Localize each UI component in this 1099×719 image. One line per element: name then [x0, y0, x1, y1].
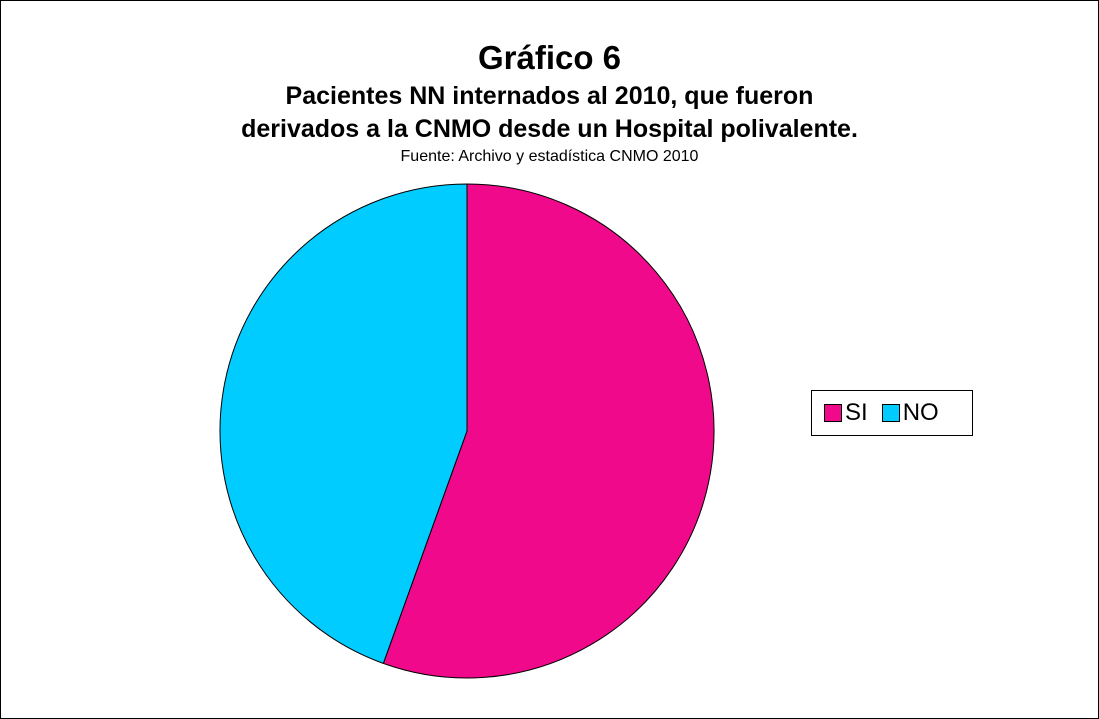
legend-item-no: NO: [881, 399, 939, 427]
legend-label-si: SI: [845, 399, 868, 426]
chart-subtitle-line-2: derivados a la CNMO desde un Hospital po…: [241, 115, 858, 143]
legend-label-no: NO: [902, 399, 939, 426]
chart-title: Gráfico 6: [477, 39, 622, 76]
chart-legend: SI NO: [811, 390, 973, 436]
legend-swatch-no: [881, 404, 900, 422]
chart-source: Fuente: Archivo y estadística CNMO 2010: [400, 148, 699, 165]
legend-swatch-si: [824, 404, 842, 422]
pie-slice-si: [382, 183, 715, 679]
pie-slice-no: [219, 183, 468, 665]
chart-subtitle-line-1: Pacientes NN internados al 2010, que fue…: [285, 82, 814, 110]
legend-item-si: SI: [824, 399, 868, 427]
